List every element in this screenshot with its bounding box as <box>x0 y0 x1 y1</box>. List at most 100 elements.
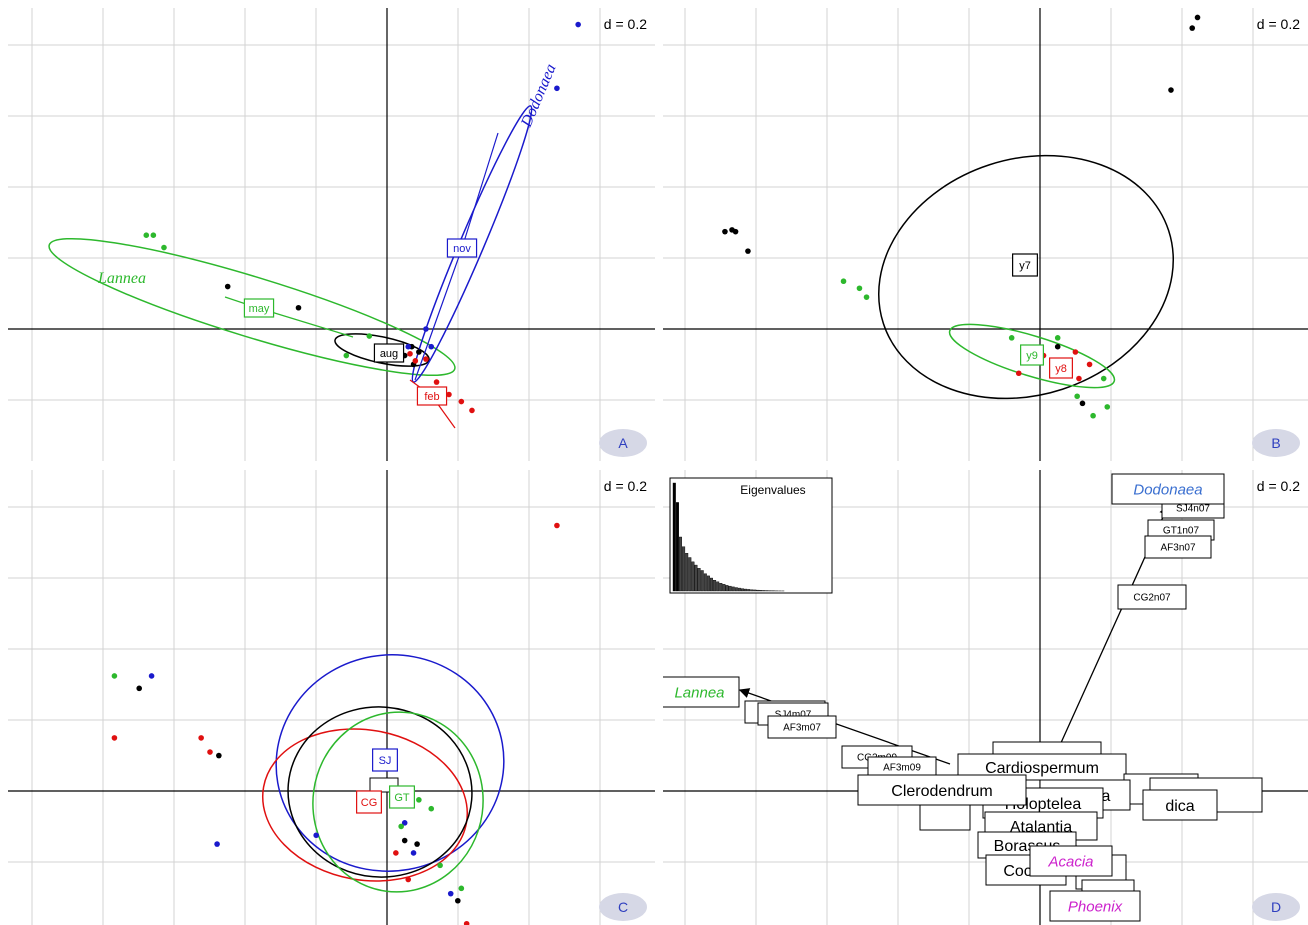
point-y9 <box>840 278 847 285</box>
eigenvalue-bar <box>691 561 695 592</box>
panel-letter: A <box>618 435 628 451</box>
eigenvalue-bar <box>672 482 676 592</box>
point-black <box>401 837 408 844</box>
group-label-gt-box <box>389 785 415 809</box>
group-label-nov: nov <box>453 243 471 255</box>
point-feb <box>407 350 413 357</box>
ellipse-gt <box>312 711 484 893</box>
point-y9 <box>1100 375 1107 382</box>
species-label-phoenix: Phoenix <box>1068 898 1123 915</box>
species-label-lannea-box <box>663 676 740 708</box>
point-y7 <box>1054 343 1061 350</box>
point-GT <box>428 805 435 812</box>
panel-b: d = 0.2 By7 y9 y8 <box>663 8 1308 461</box>
point-aug <box>295 304 302 311</box>
eigenvalues-title: Eigenvalues <box>740 483 805 497</box>
panel-letter: C <box>618 899 628 915</box>
panel-content: d = 0.2 By7 y9 y8 <box>663 8 1308 461</box>
eigenvalue-bar <box>722 584 726 592</box>
species-label-phoenix-box <box>1049 890 1141 922</box>
point-y7 <box>722 228 728 235</box>
point-black <box>216 752 222 759</box>
sample-label-sj4m07: SJ4m07 <box>775 710 812 721</box>
point-GT <box>111 673 118 679</box>
point-SJ <box>313 832 320 839</box>
eigenvalue-bar <box>756 589 760 592</box>
species-label-clerodendrum-box <box>857 774 1027 806</box>
point-SJ <box>447 890 454 897</box>
panel-content: d = 0.2 D Eigenvalues SJ4n07 GT1n07 AF3n07 CG2… <box>663 470 1308 925</box>
point-nov <box>428 343 435 350</box>
panel-letter-badge <box>599 893 647 921</box>
point-y7 <box>1189 25 1196 31</box>
point-y9 <box>1090 412 1096 419</box>
star-segment <box>461 132 499 249</box>
panel-letter: B <box>1271 435 1280 451</box>
point-may <box>150 232 157 238</box>
point-black <box>414 841 420 847</box>
group-label-feb: feb <box>424 391 439 403</box>
point-feb <box>423 356 429 362</box>
point-CG <box>393 850 399 856</box>
sample-label-af3m09: AF3m09 <box>883 763 921 774</box>
species-label-dica-box <box>1142 789 1218 821</box>
sample-label-gt1n07: GT1n07 <box>1163 526 1200 537</box>
group-label-y8: y8 <box>1055 363 1067 375</box>
eigenvalue-bar <box>697 568 701 592</box>
group-label-cg: CG <box>361 797 378 809</box>
eigenvalue-bar <box>713 580 717 592</box>
point-GT <box>458 885 465 892</box>
ellipse-y9 <box>948 323 1116 389</box>
panel-background <box>663 8 1308 461</box>
species-label-cardiospermum: Cardiospermum <box>985 760 1099 777</box>
point-CG <box>405 876 412 883</box>
eigenvalue-bar <box>710 577 714 592</box>
point-y7 <box>1079 400 1086 407</box>
point-CG <box>554 522 560 529</box>
group-label-may: may <box>249 303 270 315</box>
eigenvalue-bar <box>759 590 763 592</box>
point-nov <box>575 21 581 28</box>
group-label-feb-box <box>416 386 448 406</box>
scale-label: d = 0.2 <box>604 16 647 32</box>
eigenvalue-bar <box>762 590 766 592</box>
eigenvalue-bar <box>719 583 723 592</box>
species-label-acacia: Acacia <box>1047 853 1093 870</box>
ellipse-may <box>48 237 456 377</box>
sample-label-cg2n07: CG2n07 <box>1133 593 1171 604</box>
group-label-may-box <box>243 298 275 318</box>
point-feb <box>446 391 452 398</box>
ellipse-y7 <box>878 154 1174 400</box>
ellipse-aug <box>334 333 430 367</box>
point-y7 <box>1168 87 1174 93</box>
eigenvalue-bar <box>747 589 751 592</box>
point-GT <box>416 797 422 803</box>
point-feb <box>412 358 419 364</box>
point-aug <box>416 349 422 355</box>
point-CG <box>463 920 470 925</box>
ellipse-sj <box>275 654 505 872</box>
eigenvalue-bar <box>716 581 720 592</box>
eigenvalue-bar <box>682 546 686 592</box>
group-label-y7-box <box>1012 253 1038 277</box>
point-y8 <box>1015 370 1022 377</box>
point-black <box>455 897 461 904</box>
point-may <box>143 232 150 238</box>
point-feb <box>458 398 465 405</box>
sample-label-af3n07-box <box>1144 535 1212 559</box>
eigenvalue-bar <box>688 557 692 592</box>
panel-letter-badge <box>1252 429 1300 457</box>
point-y9 <box>856 285 863 292</box>
point-feb <box>469 407 475 414</box>
eigenvalue-bar <box>700 570 704 592</box>
sample-label-cg2n07-box <box>1117 584 1187 610</box>
eigenvalue-bar <box>679 536 683 592</box>
eigenvalue-bar <box>734 587 738 592</box>
eigenvalue-bar <box>725 585 729 592</box>
sample-label-af3n07: AF3n07 <box>1160 543 1195 554</box>
eigenvalue-bar <box>731 586 735 592</box>
group-label-cg-box <box>356 790 382 814</box>
